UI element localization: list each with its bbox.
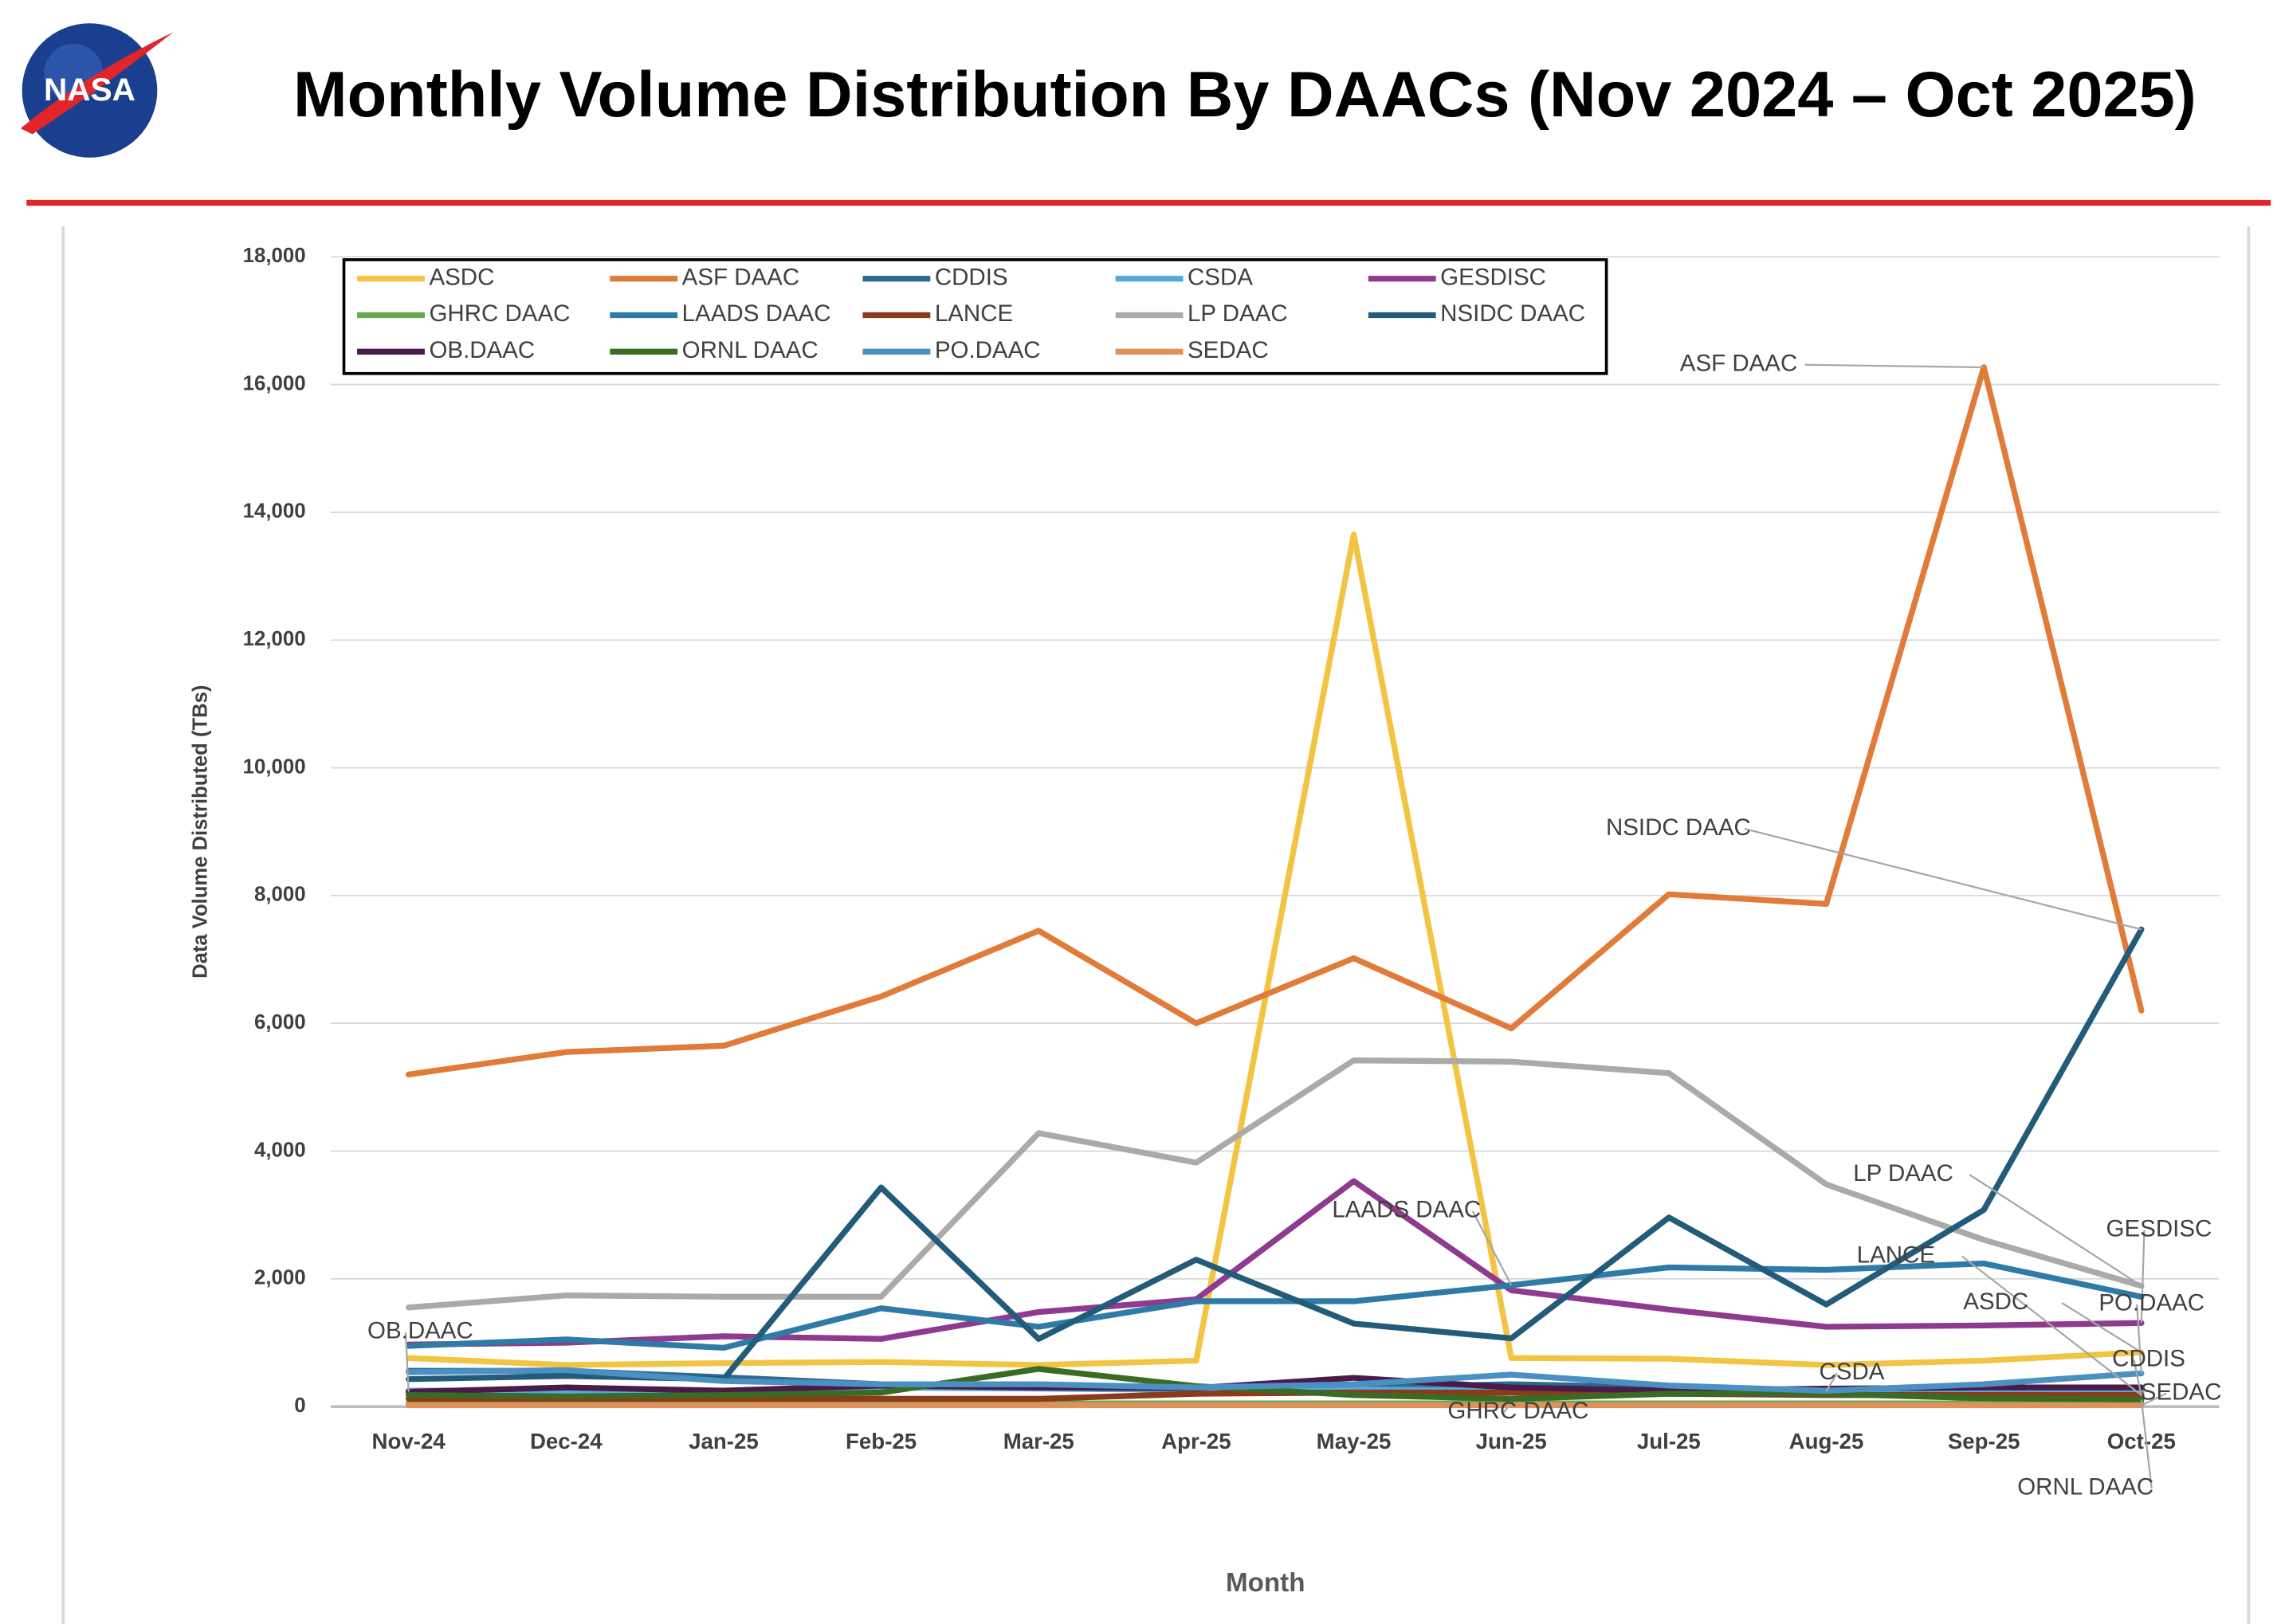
page-title: Monthly Volume Distribution By DAACs (No…	[293, 59, 2197, 131]
annotation: PO.DAAC	[2098, 1290, 2204, 1316]
legend-label: ASF DAAC	[682, 265, 800, 291]
leader-line	[1804, 363, 1985, 369]
annotation: GESDISC	[2106, 1215, 2212, 1242]
title-rule	[26, 199, 2271, 206]
lines	[405, 364, 2145, 1409]
legend-label: OB.DAAC	[429, 337, 535, 363]
y-tick-label: 12,000	[243, 628, 306, 650]
annotation: OB.DAAC	[367, 1318, 473, 1344]
legend-label: CDDIS	[935, 265, 1008, 291]
annotation: ASDC	[1963, 1289, 2028, 1315]
leader-line	[1471, 1210, 1513, 1286]
x-tick-label: Aug-25	[1789, 1429, 1864, 1453]
legend-label: CSDA	[1188, 265, 1253, 291]
x-axis-title: Month	[1226, 1568, 1305, 1598]
annotation: CDDIS	[2112, 1345, 2185, 1371]
leader-line	[1744, 827, 2142, 931]
legend-label: SEDAC	[1188, 337, 1269, 363]
annotation: LAADS DAAC	[1332, 1197, 1481, 1223]
annotation: CSDA	[1820, 1359, 1885, 1385]
leader-line	[2141, 1392, 2167, 1406]
leader-line	[2133, 1359, 2142, 1397]
x-tick-label: Mar-25	[1003, 1429, 1074, 1453]
legend-label: LP DAAC	[1188, 300, 1288, 327]
y-tick-label: 18,000	[243, 245, 306, 267]
series-line	[405, 1367, 2145, 1394]
legend-label: GESDISC	[1440, 265, 1546, 291]
annotation: ASF DAAC	[1680, 351, 1798, 377]
legend-label: GHRC DAAC	[429, 300, 570, 327]
x-tick-label: Apr-25	[1161, 1429, 1231, 1453]
leader-line	[1825, 1372, 1839, 1392]
y-tick-label: 16,000	[243, 372, 306, 394]
x-tick-label: Sep-25	[1948, 1429, 2020, 1453]
annotations: ASF DAAC NSIDC DAAC LP DAAC GESDISC LANCE ASD…	[367, 351, 2222, 1500]
x-tick-label: Nov-24	[372, 1429, 446, 1453]
legend-label: ORNL DAAC	[682, 337, 819, 363]
y-axis-title: Data Volume Distributed (TBs)	[189, 685, 211, 979]
annotation: GHRC DAAC	[1447, 1398, 1588, 1424]
x-tick-label: Jun-25	[1476, 1429, 1547, 1453]
x-tick-label: Jul-25	[1637, 1429, 1701, 1453]
annotation: NSIDC DAAC	[1606, 814, 1751, 841]
annotation: LANCE	[1857, 1242, 1935, 1268]
series-line	[405, 1260, 2145, 1351]
y-tick-label: 0	[294, 1395, 305, 1417]
x-tick-label: Feb-25	[846, 1429, 917, 1453]
logo-text: NASA	[44, 71, 135, 108]
series-line	[405, 1366, 2145, 1403]
leader-line	[1961, 1255, 2142, 1396]
leader-line	[2136, 1304, 2142, 1374]
y-tick-label: 2,000	[254, 1267, 306, 1289]
annotation: LP DAAC	[1853, 1160, 1953, 1187]
leader-line	[2140, 1399, 2153, 1489]
leader-line	[404, 1332, 410, 1392]
y-tick-label: 8,000	[254, 884, 306, 906]
y-tick-label: 10,000	[243, 755, 306, 778]
x-tick-label: Oct-25	[2107, 1429, 2176, 1453]
leader-line	[1502, 1402, 1513, 1414]
legend-label: LANCE	[935, 300, 1013, 327]
series-line	[405, 532, 2145, 1368]
y-tick-label: 14,000	[243, 500, 306, 523]
y-tick-label: 6,000	[254, 1011, 306, 1034]
logo: NASA	[20, 23, 174, 158]
series-line	[405, 1057, 2145, 1311]
y-tick-label: 4,000	[254, 1139, 306, 1161]
logo-swoosh	[20, 32, 174, 135]
leader-line	[1969, 1174, 2142, 1287]
x-tick-label: May-25	[1317, 1429, 1392, 1453]
series-line	[405, 1178, 2145, 1348]
legend-label: LAADS DAAC	[682, 300, 831, 327]
legend-label: PO.DAAC	[935, 337, 1041, 363]
leader-line	[2061, 1302, 2142, 1353]
series-line	[405, 364, 2145, 1078]
annotation: SEDAC	[2141, 1379, 2222, 1406]
annotation: ORNL DAAC	[2017, 1474, 2153, 1500]
leader-line	[2140, 1230, 2146, 1324]
legend-label: ASDC	[429, 265, 494, 291]
x-tick-label: Jan-25	[689, 1429, 759, 1453]
legend-label: NSIDC DAAC	[1440, 300, 1585, 327]
x-tick-label: Dec-24	[530, 1429, 603, 1453]
legend: ASDC ASF DAAC CDDIS CSDA GESDISC GHRC DAAC LAA…	[342, 258, 1608, 375]
